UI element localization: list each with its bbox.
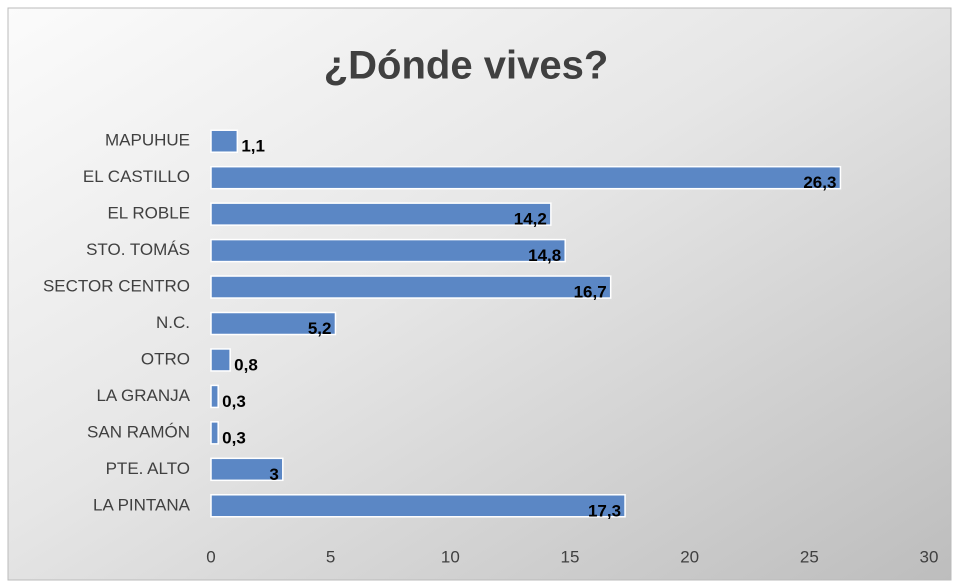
bar: [210, 348, 231, 372]
y-tick-label: STO. TOMÁS: [86, 240, 190, 259]
y-tick-label: SECTOR CENTRO: [43, 277, 190, 296]
y-tick-label: EL CASTILLO: [83, 167, 190, 186]
y-tick-label: SAN RAMÓN: [87, 422, 190, 441]
bar: [210, 421, 219, 445]
data-label: 3: [269, 465, 278, 484]
y-tick-label: MAPUHUE: [105, 131, 190, 150]
data-label: 1,1: [241, 137, 265, 156]
x-tick-label: 15: [561, 547, 580, 566]
data-label: 14,8: [528, 246, 561, 265]
x-tick-label: 5: [326, 547, 335, 566]
y-tick-label: N.C.: [156, 313, 190, 332]
x-tick-label: 25: [800, 547, 819, 566]
data-label: 26,3: [803, 173, 836, 192]
data-label: 17,3: [588, 501, 621, 520]
bar: [210, 165, 842, 190]
x-tick-label: 0: [206, 547, 215, 566]
chart-title: ¿Dónde vives?: [324, 44, 609, 88]
bar: [210, 129, 239, 153]
bar: [210, 311, 337, 336]
y-tick-label: OTRO: [141, 349, 190, 368]
data-label: 0,3: [222, 392, 246, 411]
data-label: 16,7: [574, 283, 607, 302]
bar: [210, 275, 612, 299]
data-label: 0,8: [234, 355, 258, 374]
bar: [210, 494, 626, 518]
data-label: 14,2: [514, 210, 547, 229]
data-label: 5,2: [308, 319, 332, 338]
bar: [210, 202, 552, 226]
x-tick-label: 20: [680, 547, 699, 566]
bar: [210, 384, 219, 409]
x-tick-label: 10: [441, 547, 460, 566]
y-tick-label: EL ROBLE: [107, 204, 190, 223]
data-label: 0,3: [222, 428, 246, 447]
bar: [210, 457, 284, 482]
y-tick-label: LA PINTANA: [93, 495, 191, 514]
x-tick-label: 30: [920, 547, 939, 566]
bar: [210, 238, 566, 263]
y-tick-label: LA GRANJA: [96, 386, 190, 405]
y-tick-label: PTE. ALTO: [106, 459, 190, 478]
